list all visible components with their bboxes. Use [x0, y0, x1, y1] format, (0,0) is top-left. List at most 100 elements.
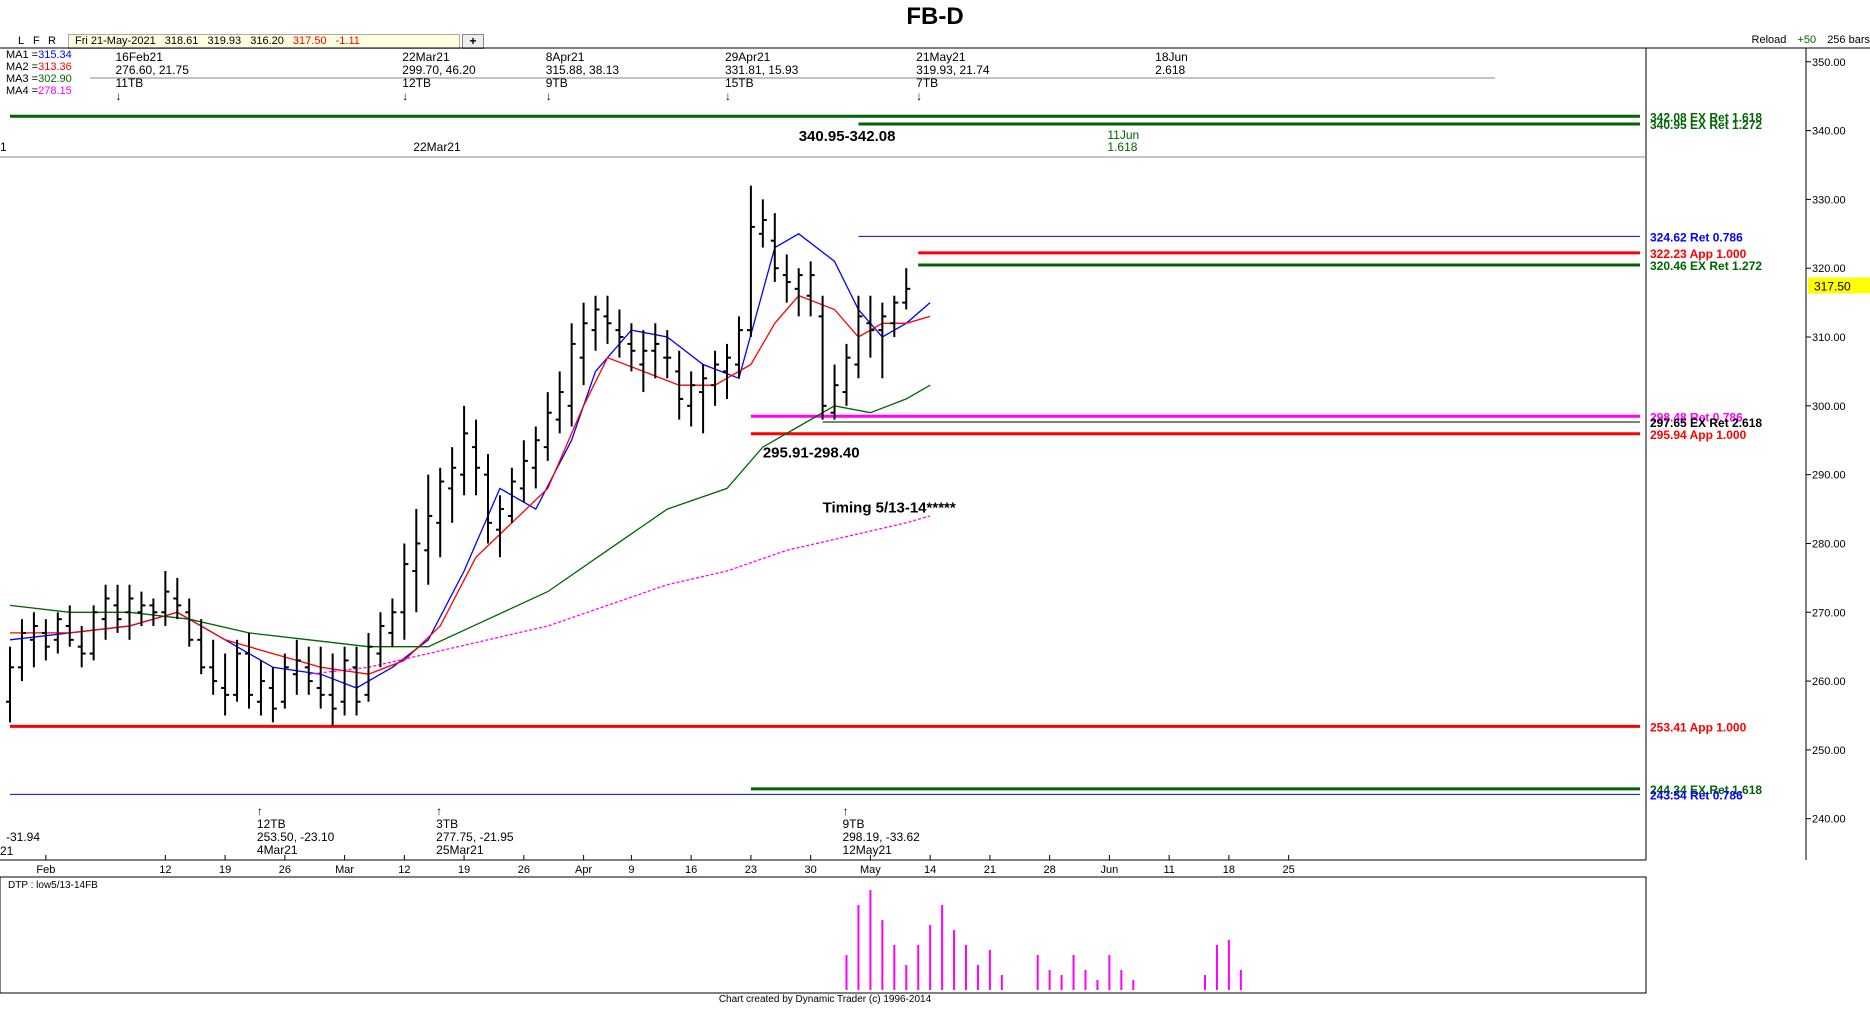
ma-legend-item: MA4 =278.15	[6, 85, 72, 97]
top-annotation-line: ↓	[546, 89, 552, 103]
ohlc-bar	[615, 309, 624, 358]
x-tick-label: 9	[628, 864, 634, 876]
ohlc-bar	[292, 639, 301, 695]
level-label: 322.23 App 1.000	[1650, 247, 1747, 261]
toolbar-button-r[interactable]: R	[48, 35, 56, 47]
ohlc-bar	[770, 213, 779, 282]
projection-label: 11Jun	[1107, 128, 1139, 142]
top-annotation-line: ↓	[402, 89, 408, 103]
ohlc-bar	[65, 605, 74, 647]
y-tick-label: 310.00	[1812, 332, 1846, 344]
x-tick-label: Jun	[1101, 864, 1119, 876]
level-label: 243.54 Ret 0.786	[1650, 788, 1743, 802]
ohlc-bar	[555, 371, 564, 434]
ohlc-bar	[185, 598, 194, 647]
ohlc-bar	[209, 639, 218, 695]
x-tick-label: 18	[1223, 864, 1235, 876]
ma-legend: MA1 =315.34 MA2 =313.36 MA3 =302.90 MA4 …	[6, 49, 72, 97]
top-annotation-line: 21May21	[916, 50, 966, 64]
ohlc-bar	[412, 509, 421, 613]
toolbar: L F R Fri 21-May-2021 318.61 319.93 316.…	[0, 34, 1870, 49]
x-tick-label: 16	[685, 864, 697, 876]
ohlc-bar	[746, 185, 755, 338]
bottom-annotation-line: ↑	[257, 804, 263, 818]
x-tick-label: 14	[924, 864, 936, 876]
level-label: 340.95 EX Ret 1.272	[1650, 118, 1762, 132]
level-label: 297.65 EX Ret 2.618	[1650, 416, 1762, 430]
x-tick-label: 21	[984, 864, 996, 876]
ohlc-bar	[233, 639, 242, 702]
ma-label: MA1 =	[6, 49, 39, 61]
bottom-annotation-line: ↑	[436, 804, 442, 818]
bottom-annotation-line: 12TB	[257, 817, 286, 831]
ohlc-bar	[531, 426, 540, 489]
top-annotation-line: 8Apr21	[546, 50, 585, 64]
ohlc-bar	[782, 254, 791, 303]
ohlc-bar	[352, 646, 361, 716]
dtp-label: DTP : low5/13-14FB	[8, 880, 98, 891]
x-tick-label: 23	[745, 864, 757, 876]
bottom-annotation-line: 253.50, -23.10	[257, 830, 335, 844]
ohlc-bar	[818, 295, 827, 420]
y-tick-label: 280.00	[1812, 538, 1846, 550]
x-tick-label: 28	[1044, 864, 1056, 876]
x-tick-label: Feb	[36, 864, 55, 876]
ohlc-bar	[268, 667, 277, 723]
ohlc-bar	[567, 323, 576, 427]
bottom-annotation-line: 25Mar21	[436, 843, 484, 857]
ma-line-ma4	[308, 515, 931, 675]
ohlc-bar	[639, 330, 648, 393]
ohlc-bar	[866, 295, 875, 358]
ohlc-bar	[854, 295, 863, 379]
ohlc-bar	[137, 591, 146, 627]
y-tick-label: 240.00	[1812, 814, 1846, 826]
ohlc-bar	[519, 440, 528, 503]
x-tick-label: 11	[1163, 864, 1174, 876]
ma-value: 313.36	[38, 61, 72, 73]
ohlc-bar	[125, 584, 134, 640]
ohlc-bar	[484, 454, 492, 544]
x-tick-label: 19	[219, 864, 231, 876]
top-annotation-line: 12TB	[402, 76, 431, 90]
ohlc-bar	[17, 619, 26, 682]
step-button[interactable]: +50	[1797, 34, 1817, 46]
ohlc-bar	[890, 295, 899, 338]
toolbar-right: Reload +50 256 bars	[1744, 34, 1870, 46]
ma-value: 278.15	[38, 85, 72, 97]
readout-high: 319.93	[207, 35, 242, 47]
top-annotation-line: 16Feb21	[116, 50, 164, 64]
y-tick-label: 250.00	[1812, 745, 1846, 757]
ohlc-bar	[376, 612, 385, 668]
ohlc-bar	[364, 632, 373, 702]
ohlc-bar	[41, 619, 50, 661]
ohlc-bar	[388, 598, 397, 647]
ohlc-bar	[29, 612, 38, 668]
toolbar-button-f[interactable]: F	[33, 35, 40, 47]
y-tick-label: 260.00	[1812, 676, 1846, 688]
toolbar-button-l[interactable]: L	[18, 35, 25, 47]
ohlc-bar	[400, 543, 409, 640]
ohlc-bar	[161, 570, 170, 627]
ma-label: MA2 =	[6, 61, 39, 73]
ohlc-bar	[460, 405, 469, 496]
chart-title: FB-D	[906, 3, 964, 30]
ohlc-bar	[758, 199, 767, 248]
bottom-annotation-line: ↑	[842, 804, 848, 818]
ohlc-bar	[591, 295, 600, 351]
y-tick-label: 340.00	[1812, 126, 1846, 138]
ohlc-bar	[687, 371, 696, 427]
ma-legend-item: MA1 =315.34	[6, 49, 72, 61]
top-annotation-line: 9TB	[546, 76, 568, 90]
ohlc-bar	[627, 323, 636, 372]
ohlc-bar	[806, 261, 815, 317]
top-annotation-line: ↓	[116, 89, 122, 103]
x-tick-label: Mar	[335, 864, 354, 876]
reload-button[interactable]: Reload	[1751, 34, 1787, 46]
bottom-annotation-line: 4Mar21	[257, 843, 298, 857]
ohlc-bar	[651, 323, 660, 379]
last-price-label: 317.50	[1814, 279, 1851, 293]
top-annotation-line: 29Apr21	[725, 50, 771, 64]
y-tick-label: 330.00	[1812, 194, 1846, 206]
ohlc-bar	[495, 495, 504, 558]
